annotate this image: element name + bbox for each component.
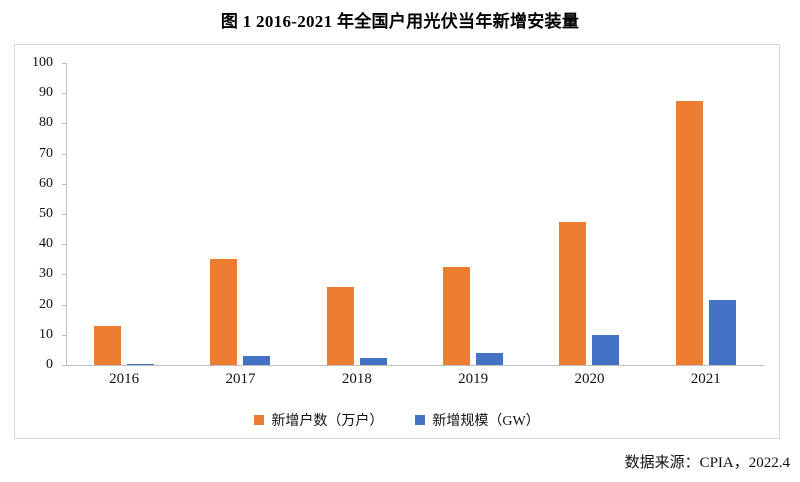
x-axis-label-2021: 2021	[690, 371, 721, 387]
y-axis-tick-mark	[62, 274, 66, 276]
bar-group-2016	[66, 63, 182, 365]
y-axis-tick-label: 0	[46, 357, 53, 372]
bar-group-2019	[415, 63, 531, 365]
y-axis-tick-mark	[62, 244, 66, 246]
bar-group-2017	[182, 63, 298, 365]
y-axis-tick-label: 60	[39, 175, 53, 191]
bar-series0-2020	[559, 221, 587, 365]
y-axis-tick-label: 90	[39, 85, 53, 101]
y-axis-tick-mark	[62, 304, 66, 306]
legend-swatch-orange-icon	[254, 415, 265, 425]
chart-frame: 0 10 20 30 40 50 60 70 80 90 100 2016 2017 2018 2019 2…	[14, 44, 780, 439]
bar-group-2018	[299, 63, 415, 365]
bar-series0-2016	[94, 325, 122, 365]
y-axis-tick-mark	[62, 93, 66, 95]
bar-series1-2018	[359, 357, 387, 365]
x-axis-labels: 2016 2017 2018 2019 2020 2021	[66, 371, 764, 388]
x-axis-label-2016: 2016	[109, 371, 140, 387]
legend-label: 新增规模（GW）	[432, 414, 540, 429]
legend: 新增户数（万户） 新增规模（GW）	[15, 410, 779, 430]
x-axis-line	[66, 365, 764, 366]
legend-label: 新增户数（万户）	[271, 414, 384, 429]
legend-swatch-blue-icon	[415, 415, 426, 425]
y-axis-tick-label: 10	[39, 326, 53, 342]
x-axis-label-2019: 2019	[458, 371, 489, 387]
bar-group-2020	[531, 63, 647, 365]
x-axis-label-2018: 2018	[341, 371, 372, 387]
bar-series0-2017	[210, 259, 238, 365]
y-axis-tick-mark	[62, 123, 66, 125]
x-axis-label-2017: 2017	[225, 371, 256, 387]
y-axis-tick-mark	[62, 214, 66, 215]
bar-series1-2016	[127, 363, 155, 365]
data-source-note: 数据来源：CPIA，2022.4	[624, 455, 790, 471]
y-axis-tick-label: 100	[32, 55, 53, 70]
x-axis-label-2020: 2020	[574, 371, 605, 387]
bar-series1-2019	[476, 352, 504, 365]
y-axis-tick-mark	[62, 334, 66, 336]
bar-series0-2018	[326, 286, 354, 365]
y-axis-line	[66, 63, 67, 365]
bar-series0-2021	[675, 100, 703, 365]
chart-title: 图 1 2016-2021 年全国户用光伏当年新增安装量	[220, 12, 580, 31]
bar-group-2021	[648, 63, 764, 365]
y-axis-tick-label: 40	[39, 236, 53, 252]
bar-series1-2020	[592, 334, 620, 365]
y-axis-tick-label: 20	[39, 296, 53, 312]
y-axis-tick-mark	[62, 63, 66, 64]
y-axis-tick-label: 30	[39, 266, 53, 282]
y-axis-tick-mark	[62, 153, 66, 155]
bar-series1-2021	[708, 300, 736, 365]
plot-area	[66, 63, 764, 365]
y-axis-tick-mark	[62, 183, 66, 185]
y-axis-tick-label: 70	[39, 145, 53, 161]
y-axis-tick-label: 80	[39, 115, 53, 131]
legend-item-households: 新增户数（万户）	[254, 410, 383, 430]
bar-series1-2017	[243, 355, 271, 365]
bar-series0-2019	[443, 266, 471, 365]
legend-item-capacity: 新增规模（GW）	[415, 410, 540, 430]
y-axis-tick-mark	[62, 365, 66, 366]
y-axis-tick-label: 50	[39, 206, 53, 221]
